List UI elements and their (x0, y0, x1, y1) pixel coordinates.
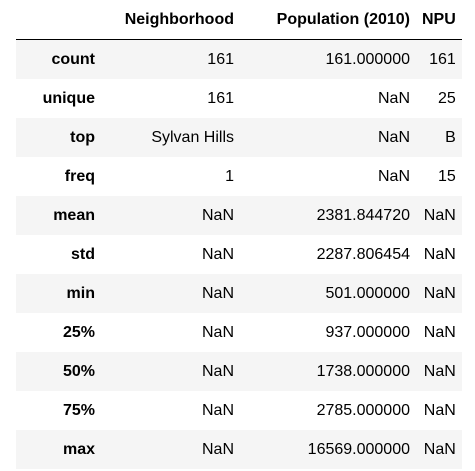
npu-cell: NaN (423, 284, 456, 302)
index-header (16, 1, 101, 40)
population-cell: 1738.000000 (316, 362, 410, 380)
npu-cell: NaN (423, 323, 456, 341)
neighborhood-cell: 161 (207, 89, 234, 107)
neighborhood-cell: NaN (201, 245, 234, 263)
row-index-label: 25% (62, 323, 95, 341)
table-row: max NaN 16569.000000 NaN (16, 430, 462, 469)
table-row: mean NaN 2381.844720 NaN (16, 196, 462, 235)
neighborhood-cell: NaN (201, 401, 234, 419)
neighborhood-cell: Sylvan Hills (151, 128, 234, 146)
describe-table: Neighborhood Population (2010) NPU count… (16, 1, 462, 469)
neighborhood-cell: NaN (201, 323, 234, 341)
npu-cell: 15 (437, 167, 456, 185)
npu-cell: NaN (423, 440, 456, 458)
population-cell: NaN (377, 128, 410, 146)
header-row: Neighborhood Population (2010) NPU (16, 1, 462, 40)
npu-cell: 25 (437, 89, 456, 107)
table-row: top Sylvan Hills NaN B (16, 118, 462, 157)
neighborhood-cell: NaN (201, 206, 234, 224)
npu-cell: NaN (423, 206, 456, 224)
npu-cell: NaN (423, 245, 456, 263)
population-cell: 937.000000 (325, 323, 410, 341)
row-index-label: max (62, 440, 95, 458)
row-index-label: freq (64, 167, 95, 185)
table-header: Neighborhood Population (2010) NPU (16, 1, 462, 40)
column-header-population: Population (2010) (240, 1, 416, 40)
neighborhood-cell: 1 (225, 167, 234, 185)
neighborhood-cell: 161 (207, 50, 234, 68)
population-cell: 2287.806454 (316, 245, 410, 263)
population-cell: 501.000000 (325, 284, 410, 302)
npu-cell: 161 (429, 50, 456, 68)
table-row: 50% NaN 1738.000000 NaN (16, 352, 462, 391)
row-index-label: mean (53, 206, 95, 224)
row-index-label: count (51, 50, 95, 68)
table-row: min NaN 501.000000 NaN (16, 274, 462, 313)
table-body: count 161 161.000000 161 unique 161 NaN 25 top Sy… (16, 39, 462, 469)
row-index-label: unique (42, 89, 95, 107)
neighborhood-cell: NaN (201, 362, 234, 380)
population-cell: 2381.844720 (316, 206, 410, 224)
row-index-label: std (71, 245, 95, 263)
neighborhood-cell: NaN (201, 284, 234, 302)
column-header-neighborhood: Neighborhood (101, 1, 240, 40)
npu-cell: NaN (423, 401, 456, 419)
row-index-label: 75% (62, 401, 95, 419)
npu-cell: NaN (423, 362, 456, 380)
row-index-label: min (66, 284, 95, 302)
population-cell: 2785.000000 (316, 401, 410, 419)
population-cell: 16569.000000 (307, 440, 410, 458)
row-index-label: 50% (62, 362, 95, 380)
table-row: unique 161 NaN 25 (16, 79, 462, 118)
table-row: count 161 161.000000 161 (16, 39, 462, 79)
npu-cell: B (445, 128, 456, 146)
population-cell: 161.000000 (325, 50, 410, 68)
row-index-label: top (70, 128, 95, 146)
table-row: freq 1 NaN 15 (16, 157, 462, 196)
table-row: std NaN 2287.806454 NaN (16, 235, 462, 274)
population-cell: NaN (377, 89, 410, 107)
table-row: 25% NaN 937.000000 NaN (16, 313, 462, 352)
table-row: 75% NaN 2785.000000 NaN (16, 391, 462, 430)
neighborhood-cell: NaN (201, 440, 234, 458)
population-cell: NaN (377, 167, 410, 185)
column-header-npu: NPU (416, 1, 462, 40)
